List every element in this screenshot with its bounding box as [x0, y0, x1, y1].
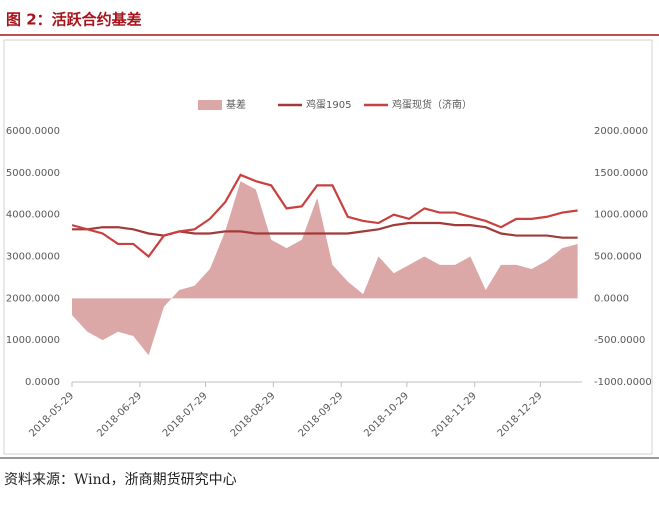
x-tick-label: 2018-12-29 [496, 390, 545, 439]
legend-label: 鸡蛋1905 [306, 98, 351, 111]
chart-frame [3, 39, 653, 455]
x-tick-label: 2018-11-29 [430, 390, 479, 439]
y2-tick-label: 500.0000 [594, 252, 642, 263]
page-title: 图 2：活跃合约基差 [6, 11, 142, 29]
x-tick-label: 2018-05-29 [27, 390, 76, 439]
y-tick-label: 6000.0000 [6, 126, 60, 137]
x-tick-label: 2018-06-29 [95, 390, 144, 439]
legend-label: 基差 [226, 98, 246, 111]
y2-tick-label: 1500.0000 [594, 168, 648, 179]
y2-tick-label: -500.0000 [594, 335, 645, 346]
x-tick-label: 2018-07-29 [161, 390, 210, 439]
x-tick-label: 2018-10-29 [362, 390, 411, 439]
y-tick-label: 2000.0000 [6, 293, 60, 304]
y2-tick-label: 1000.0000 [594, 210, 648, 221]
legend-label: 鸡蛋现货（济南） [392, 98, 472, 111]
y-tick-label: 3000.0000 [6, 252, 60, 263]
y2-tick-label: -1000.0000 [594, 377, 652, 388]
series-line [72, 221, 578, 239]
y2-tick-label: 0.0000 [594, 293, 629, 304]
source: 资料来源：Wind，浙商期货研究中心 [4, 471, 237, 488]
y-tick-label: 4000.0000 [6, 210, 60, 221]
y2-tick-label: 2000.0000 [594, 126, 648, 137]
x-tick-label: 2018-08-29 [229, 390, 278, 439]
y-tick-label: 0.0000 [25, 377, 60, 388]
y-tick-label: 1000.0000 [6, 335, 60, 346]
x-tick-label: 2018-09-29 [297, 390, 346, 439]
series-line [71, 173, 578, 259]
legend-swatch [198, 100, 222, 110]
basis-area [72, 181, 578, 356]
y-tick-label: 5000.0000 [6, 168, 60, 179]
